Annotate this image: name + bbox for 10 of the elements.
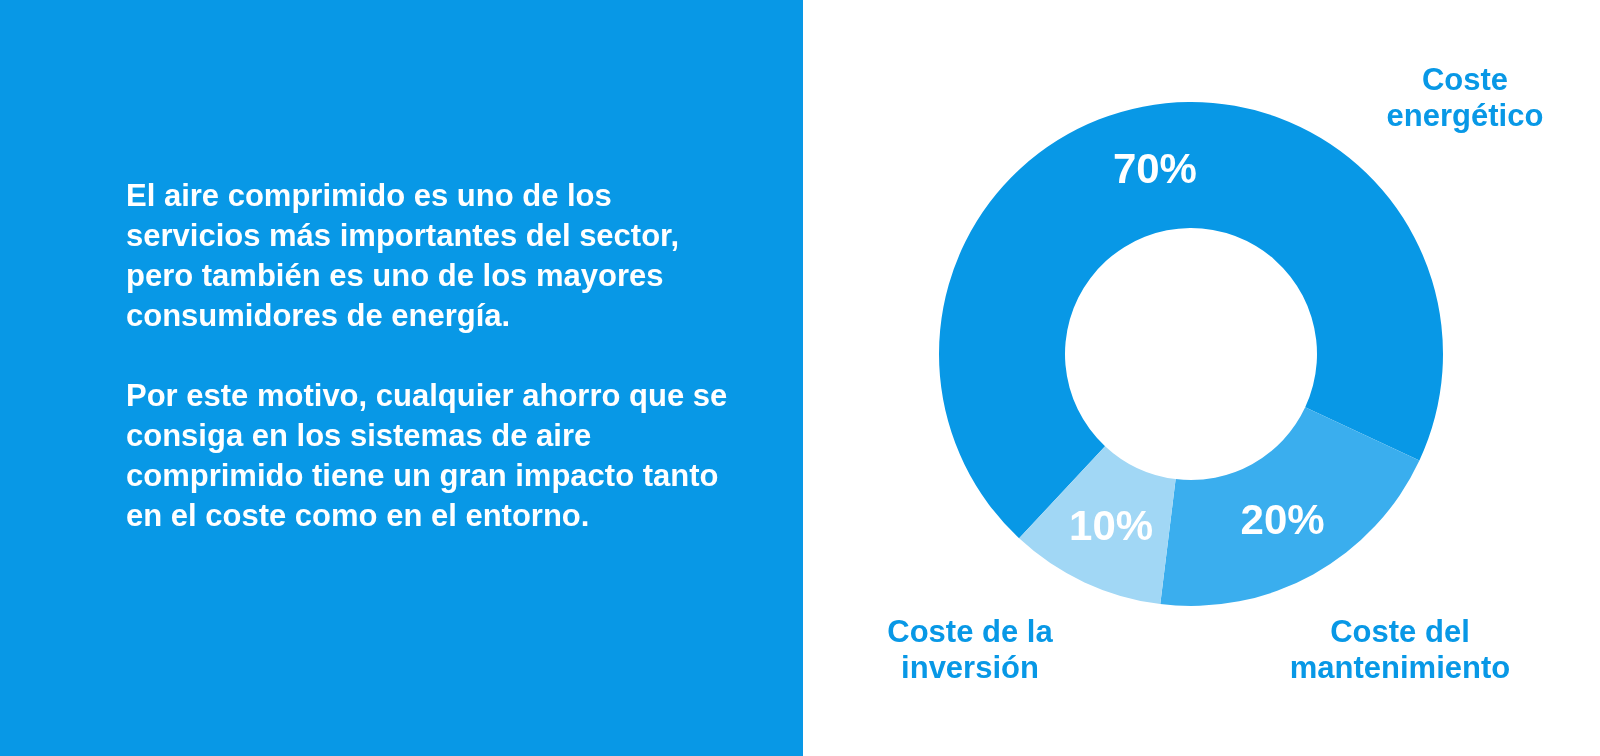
donut-slice (1160, 407, 1420, 606)
text: El aire comprimido es uno de los servicios más importantes del sector, pero también es uno de los mayores consumidores de energía. (126, 177, 681, 335)
data-label: 20% (1240, 495, 1325, 543)
slice-label: Coste de la inversión (886, 614, 1054, 686)
slice-label: Coste del mantenimiento (1288, 614, 1512, 686)
text: Por este motivo, cualquier ahorro que se consiga en los sistemas de aire comprimido tiene un gran impacto tanto en el coste como en el entorno. (126, 377, 729, 535)
slice-label: Coste energético (1385, 62, 1545, 134)
data-label: 10% (1069, 501, 1154, 549)
donut-slice (1019, 446, 1176, 605)
data-label: 70% (1112, 144, 1197, 192)
